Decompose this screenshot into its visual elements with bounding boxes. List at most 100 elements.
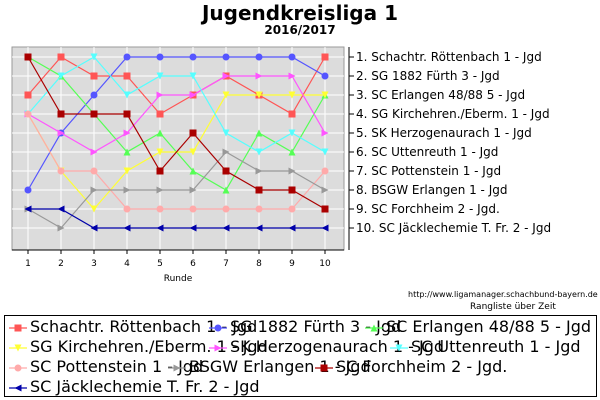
series-9-point xyxy=(255,186,263,194)
legend-swatch xyxy=(9,384,27,391)
legend-marker xyxy=(370,324,378,331)
series-8-point xyxy=(90,186,98,194)
series-3-point xyxy=(255,129,263,137)
series-5-point xyxy=(57,129,65,137)
series-7-point xyxy=(90,167,98,175)
series-5-point xyxy=(255,72,263,80)
series-5-point xyxy=(288,72,296,80)
series-7-point xyxy=(24,110,32,118)
series-10-point xyxy=(90,224,98,232)
legend-label: SC Uttenreuth 1 - Jgd xyxy=(411,337,581,356)
series-2-point xyxy=(255,53,263,61)
legend-label: Schachtr. Röttenbach 1 - Jgd xyxy=(30,317,258,336)
series-6-point xyxy=(57,72,65,80)
legend-marker xyxy=(214,344,222,351)
y-tick-label: 1. Schachtr. Röttenbach 1 - Jgd xyxy=(356,50,542,64)
series-3-point xyxy=(156,129,164,137)
y-tick-label: 6. SC Uttenreuth 1 - Jgd xyxy=(356,145,498,159)
series-2-point xyxy=(90,91,98,99)
series-6-point xyxy=(189,72,197,80)
series-10-point xyxy=(189,224,197,232)
series-6-point xyxy=(156,72,164,80)
legend-marker xyxy=(14,324,22,331)
series-line-5 xyxy=(27,75,326,153)
series-1-point xyxy=(90,72,98,80)
x-tick-label: 5 xyxy=(157,259,163,269)
series-8-point xyxy=(288,167,296,175)
legend-marker xyxy=(14,384,22,391)
series-10-point xyxy=(222,224,230,232)
series-6-point xyxy=(255,148,263,156)
series-line-6 xyxy=(27,56,326,153)
series-2-point xyxy=(24,186,32,194)
series-10-point xyxy=(57,205,65,213)
legend-swatch xyxy=(9,344,27,351)
legend-item: SC Uttenreuth 1 - Jgd xyxy=(390,338,581,356)
series-4-point xyxy=(288,91,296,99)
series-6-point xyxy=(288,129,296,137)
series-1-point xyxy=(123,72,131,80)
series-5-point xyxy=(90,148,98,156)
legend-item: SC Forchheim 2 - Jgd. xyxy=(315,358,507,376)
series-10-point xyxy=(24,205,32,213)
rank-chart: 1 2 3 4 5 6 7 8 9 10 Runde 1. Schachtr. Röttenbach … xyxy=(11,46,551,284)
x-tick-label: 10 xyxy=(319,259,331,269)
series-9-point xyxy=(222,167,230,175)
legend-marker xyxy=(14,344,22,351)
legend-item: SC Pottenstein 1 - Jgd xyxy=(9,358,203,376)
series-8-point xyxy=(123,186,131,194)
series-8-point xyxy=(321,186,329,194)
y-tick-label: 8. BSGW Erlangen 1 - Jgd xyxy=(356,183,507,197)
series-6-point xyxy=(123,91,131,99)
series-2-point xyxy=(156,53,164,61)
x-tick-label: 3 xyxy=(91,259,97,269)
series-8-point xyxy=(156,186,164,194)
x-tick-label: 2 xyxy=(58,259,64,269)
legend-swatch xyxy=(9,324,27,331)
series-4-point xyxy=(255,91,263,99)
legend-label: SC Erlangen 48/88 5 - Jgd xyxy=(386,317,592,336)
source-url: http://www.ligamanager.schachbund-bayern… xyxy=(408,290,598,299)
series-6-point xyxy=(90,53,98,61)
series-5-point xyxy=(189,91,197,99)
legend-marker xyxy=(173,364,181,371)
series-2-point xyxy=(321,72,329,80)
series-10-point xyxy=(288,224,296,232)
legend-swatch xyxy=(9,364,27,371)
series-4-point xyxy=(156,148,164,156)
legend-marker xyxy=(14,364,22,371)
y-tick-label: 3. SC Erlangen 48/88 5 - Jgd xyxy=(356,88,525,102)
chart-title: Jugendkreisliga 1 xyxy=(201,1,398,25)
legend-swatch xyxy=(209,324,227,331)
legend-label: SK Herzogenaurach 1 - Jgd xyxy=(230,337,445,356)
legend-label: SC Forchheim 2 - Jgd. xyxy=(336,357,508,376)
series-1-point xyxy=(24,91,32,99)
x-tick-label: 9 xyxy=(289,259,295,269)
legend-label: SG Kirchehren./Eberm. 1 - Jgd xyxy=(30,337,268,356)
series-3-point xyxy=(123,148,131,156)
y-tick-label: 7. SC Pottenstein 1 - Jgd xyxy=(356,164,501,178)
x-tick-label: 6 xyxy=(190,259,196,269)
series-10-point xyxy=(255,224,263,232)
series-4-point xyxy=(189,148,197,156)
series-8-point xyxy=(222,148,230,156)
series-4-point xyxy=(321,91,329,99)
legend-swatch xyxy=(315,364,333,371)
legend: Schachtr. Röttenbach 1 - Jgd SG 1882 Fürt… xyxy=(4,315,597,397)
series-9-point xyxy=(57,110,65,118)
series-7-point xyxy=(189,205,197,213)
y-tick-label: 5. SK Herzogenaurach 1 - Jgd xyxy=(356,126,532,140)
y-tick-label: 2. SG 1882 Fürth 3 - Jgd xyxy=(356,69,500,83)
series-9-point xyxy=(90,110,98,118)
series-7-point xyxy=(57,167,65,175)
legend-label: SC Pottenstein 1 - Jgd xyxy=(30,357,204,376)
series-4-point xyxy=(90,205,98,213)
series-7-point xyxy=(156,205,164,213)
chart-footer: Rangliste über Zeit xyxy=(470,302,556,312)
series-4-point xyxy=(123,167,131,175)
series-6-point xyxy=(222,129,230,137)
series-10-point xyxy=(156,224,164,232)
series-5-point xyxy=(222,72,230,80)
legend-item: SC Jäcklechemie T. Fr. 2 - Jgd xyxy=(9,378,260,396)
legend-marker xyxy=(320,364,328,371)
